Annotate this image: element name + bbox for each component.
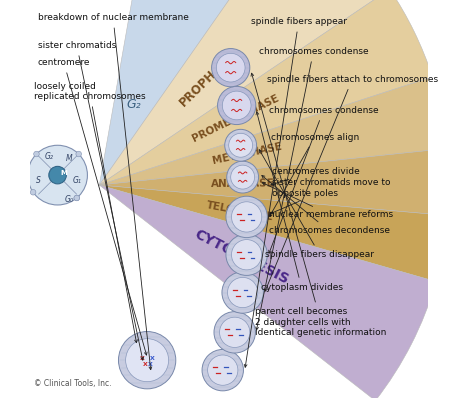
Text: loosely coiled
replicated chromosomes: loosely coiled replicated chromosomes [34,82,146,343]
Text: X: X [147,362,152,367]
Text: CYTOKINESIS: CYTOKINESIS [191,228,291,287]
Circle shape [226,234,267,275]
Circle shape [76,151,82,157]
Text: sister chromatids move to
opposite poles: sister chromatids move to opposite poles [271,178,390,214]
Text: ANAPHASE: ANAPHASE [211,179,274,189]
Text: chromosomes condense: chromosomes condense [255,47,368,330]
Circle shape [27,145,87,205]
Text: spindle fibers attach to chromosomes: spindle fibers attach to chromosomes [265,75,438,291]
Circle shape [214,312,255,353]
Circle shape [231,240,262,270]
Text: PROPHASE: PROPHASE [177,49,237,109]
Circle shape [49,166,66,184]
Text: chromosomes condense: chromosomes condense [268,106,378,253]
Text: breakdown of nuclear membrane: breakdown of nuclear membrane [37,14,189,370]
Circle shape [208,355,238,385]
Circle shape [216,53,245,82]
Wedge shape [100,0,432,185]
Text: G₂: G₂ [45,152,54,161]
Text: chromosomes decondense: chromosomes decondense [262,176,390,235]
Text: X: X [150,356,155,361]
Circle shape [229,133,253,157]
Circle shape [30,189,36,195]
Text: G₀: G₀ [64,195,73,204]
Text: nuclear membrane reforms: nuclear membrane reforms [262,183,392,219]
Circle shape [118,332,176,389]
Text: parent cell becomes
2 daughter cells with
identical genetic information: parent cell becomes 2 daughter cells wit… [251,73,387,337]
Wedge shape [100,185,436,398]
Circle shape [222,91,251,120]
Text: centromere: centromere [37,59,147,355]
Circle shape [225,129,256,161]
Circle shape [228,277,258,308]
Circle shape [126,339,169,382]
Circle shape [202,349,244,391]
Circle shape [218,86,256,125]
Wedge shape [100,148,450,216]
Circle shape [231,202,262,232]
Text: PROMETAPHASE: PROMETAPHASE [190,94,280,144]
Text: G₁: G₁ [73,176,82,185]
Circle shape [74,195,80,201]
Text: © Clinical Tools, Inc.: © Clinical Tools, Inc. [34,379,111,388]
Text: X: X [143,362,147,367]
Circle shape [74,195,80,201]
Circle shape [222,272,264,313]
Text: chromosomes align: chromosomes align [270,133,359,217]
Circle shape [231,165,255,189]
Text: G₂: G₂ [126,98,141,111]
Text: centromeres divide: centromeres divide [271,167,359,185]
Circle shape [219,317,250,347]
Text: TELOPHASE: TELOPHASE [206,200,275,222]
Wedge shape [100,77,447,185]
Circle shape [226,196,267,238]
Text: S: S [36,176,40,185]
Wedge shape [100,0,390,185]
Circle shape [34,151,39,157]
Text: spindle fibers appear: spindle fibers appear [244,18,346,367]
Text: cytoplasm divides: cytoplasm divides [256,112,343,292]
Text: spindle fibers disappear: spindle fibers disappear [259,150,374,259]
Text: METAPHASE: METAPHASE [211,141,283,166]
Wedge shape [100,0,300,185]
Text: M: M [66,154,73,163]
Circle shape [227,161,259,193]
Text: M: M [61,170,67,176]
Text: X: X [140,356,145,361]
Circle shape [211,49,250,87]
Wedge shape [100,185,448,282]
Text: sister chromatids: sister chromatids [37,41,144,360]
